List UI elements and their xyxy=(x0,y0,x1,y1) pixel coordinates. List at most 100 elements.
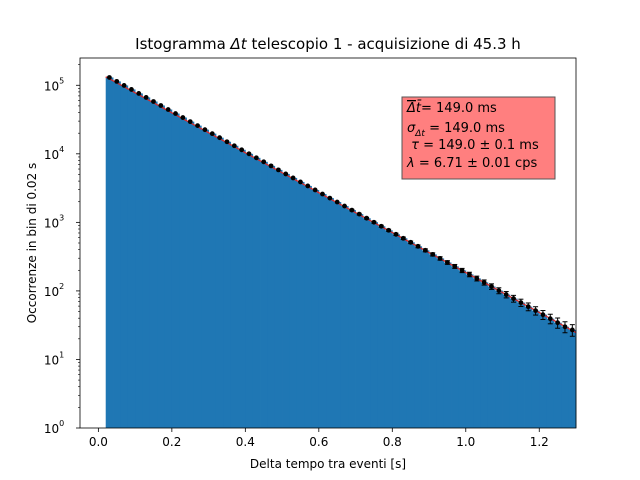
histogram-bar xyxy=(333,202,342,428)
histogram-bar xyxy=(348,210,356,428)
histogram-bar xyxy=(531,310,540,428)
histogram-bar xyxy=(414,246,423,428)
histogram-bar xyxy=(377,226,386,428)
histogram-bar xyxy=(495,290,503,428)
stat-sigma-subscript: Δt xyxy=(414,129,425,139)
data-point xyxy=(525,304,531,310)
histogram-bar xyxy=(568,329,577,428)
histogram-bar xyxy=(201,129,209,428)
y-tick-base: 10 xyxy=(44,216,59,230)
stat-mean-value: = 149.0 ms xyxy=(421,101,497,116)
data-point xyxy=(533,308,538,314)
data-point xyxy=(231,143,237,149)
stat-tau-symbol: τ xyxy=(407,138,419,153)
stat-lambda-value: = 6.71 ± 0.01 cps xyxy=(415,156,538,171)
histogram-bar xyxy=(230,145,239,428)
data-point xyxy=(158,103,164,108)
data-point xyxy=(378,223,384,229)
histogram-bar xyxy=(561,326,570,428)
histogram-bar xyxy=(473,278,481,428)
data-point xyxy=(393,231,399,237)
y-tick-exponent: 5 xyxy=(59,76,64,85)
histogram-bar xyxy=(245,153,254,428)
stat-line-tau: τ = 149.0 ± 0.1 ms xyxy=(407,138,539,153)
histogram-bar xyxy=(465,274,474,428)
title-symbol: Δt xyxy=(230,35,248,53)
stat-sigma-symbol: σ xyxy=(407,121,416,136)
histogram-bar xyxy=(171,113,180,429)
histogram-bar xyxy=(487,286,496,428)
data-point xyxy=(386,227,392,233)
y-tick-exponent: 3 xyxy=(59,213,64,222)
histogram-bar xyxy=(237,149,246,428)
x-tick-label: 1.0 xyxy=(456,435,475,449)
data-point xyxy=(445,260,450,265)
histogram-bar xyxy=(252,157,261,428)
title-prefix: Istogramma xyxy=(135,35,230,53)
data-point xyxy=(312,187,318,193)
data-point xyxy=(121,83,127,88)
histogram-bar xyxy=(524,306,533,428)
x-tick-label: 1.2 xyxy=(530,435,549,449)
histogram-bar xyxy=(443,262,452,428)
data-point xyxy=(320,191,325,197)
stat-mean-symbol: Δt̄ xyxy=(406,101,422,116)
data-point xyxy=(503,292,509,297)
histogram-bar xyxy=(502,294,511,428)
data-point xyxy=(165,107,171,112)
histogram-bar xyxy=(546,318,555,428)
y-tick-exponent: 1 xyxy=(59,350,64,359)
histogram-bar xyxy=(304,185,312,428)
data-point xyxy=(143,95,149,100)
histogram-bar xyxy=(429,254,437,428)
histogram-bar xyxy=(340,206,349,428)
data-point xyxy=(547,316,553,322)
data-point xyxy=(114,78,120,84)
data-point xyxy=(496,288,502,294)
x-tick-label: 0.0 xyxy=(89,435,108,449)
chart-title: Istogramma Δt telescopio 1 - acquisizion… xyxy=(135,35,521,53)
histogram-bar xyxy=(384,230,393,428)
histogram-bar xyxy=(274,169,283,429)
stat-line-lambda: λ = 6.71 ± 0.01 cps xyxy=(406,156,537,171)
data-point xyxy=(356,211,362,217)
data-point xyxy=(180,115,186,120)
histogram-bar xyxy=(451,266,459,428)
data-point xyxy=(298,179,303,185)
data-point xyxy=(268,163,274,169)
histogram-bar xyxy=(399,238,408,428)
histogram-bar xyxy=(392,234,401,428)
histogram-bar xyxy=(208,133,217,428)
data-point xyxy=(422,247,428,253)
data-points xyxy=(106,75,575,337)
histogram-bar xyxy=(355,214,364,428)
stat-sigma-value: = 149.0 ms xyxy=(425,121,505,136)
y-tick-label: 102 xyxy=(44,282,64,299)
histogram-bar xyxy=(436,258,445,428)
histogram-bar xyxy=(406,242,415,428)
stat-lambda-symbol: λ xyxy=(406,156,415,171)
data-point xyxy=(364,215,369,221)
histogram-bars xyxy=(105,77,577,429)
histogram-bar xyxy=(179,117,187,429)
data-point xyxy=(540,312,546,318)
histogram-bar xyxy=(421,250,430,428)
data-point xyxy=(187,119,193,125)
histogram-bar xyxy=(142,97,151,428)
histogram-bar xyxy=(267,165,276,428)
stat-line-sigma: σΔt = 149.0 ms xyxy=(407,121,505,139)
data-point xyxy=(151,99,156,104)
histogram-bar xyxy=(120,85,129,429)
data-point xyxy=(459,268,465,273)
histogram-bar xyxy=(223,141,232,428)
histogram-bar xyxy=(311,189,320,428)
stat-line-mean: Δt̄= 149.0 ms xyxy=(406,101,497,116)
histogram-bar xyxy=(458,270,467,428)
data-point xyxy=(408,239,414,245)
data-point xyxy=(276,167,281,173)
data-point xyxy=(511,296,516,301)
data-point xyxy=(474,276,480,281)
histogram-bar xyxy=(105,77,114,428)
histogram-bar xyxy=(509,298,518,428)
histogram-bar xyxy=(318,194,327,428)
